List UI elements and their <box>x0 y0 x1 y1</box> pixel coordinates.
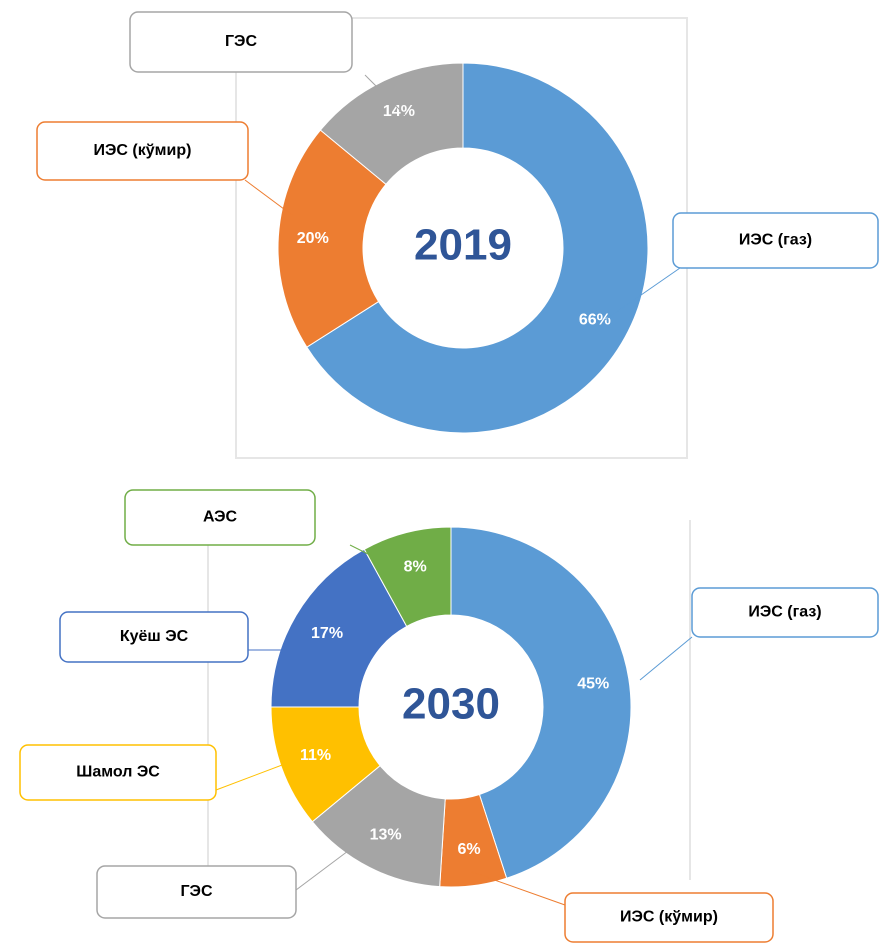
callout-label: ИЭС (кўмир) <box>620 909 718 926</box>
callout-label: Шамол ЭС <box>76 764 160 781</box>
callout-box <box>96 865 297 919</box>
value-label: 8% <box>404 559 427 576</box>
callout-box <box>124 489 316 546</box>
donut-slice <box>450 526 632 879</box>
callout-label: ИЭС (газ) <box>739 232 812 249</box>
leader-line <box>639 636 693 681</box>
value-label: 20% <box>297 230 329 247</box>
callout-label: ГЭС <box>180 883 212 900</box>
donut-slice <box>270 548 408 708</box>
callout-box <box>564 892 774 943</box>
leader-line <box>471 871 566 906</box>
leader-line <box>244 179 293 216</box>
value-label: 45% <box>577 676 609 693</box>
callout-box <box>36 121 249 181</box>
callout-label: ГЭС <box>225 33 257 50</box>
donut-slice <box>306 62 649 434</box>
leader-line <box>295 841 361 891</box>
callout-label: АЭС <box>203 509 238 526</box>
donut-slice <box>277 129 387 348</box>
donut-slice <box>319 62 464 185</box>
value-label: 11% <box>300 747 331 764</box>
value-label: 13% <box>370 827 402 844</box>
callout-box <box>691 587 879 638</box>
callout-box <box>672 212 879 269</box>
value-label: 66% <box>579 312 611 329</box>
value-label: 6% <box>457 841 480 858</box>
leader-line <box>604 267 681 321</box>
callout-box <box>19 744 217 801</box>
value-label: 14% <box>383 103 415 120</box>
center-title: 2019 <box>414 221 512 270</box>
leader-line <box>215 761 291 791</box>
callout-box <box>129 11 353 73</box>
center-title: 2030 <box>402 680 500 729</box>
leader-line <box>364 74 411 121</box>
callout-label: ИЭС (газ) <box>748 604 821 621</box>
callout-label: ИЭС (кўмир) <box>94 142 192 159</box>
value-label: 17% <box>311 625 343 642</box>
leader-line <box>349 544 373 557</box>
callout-box <box>59 611 249 663</box>
donut-slice <box>363 526 452 628</box>
callout-label: Куёш ЭС <box>120 628 189 645</box>
